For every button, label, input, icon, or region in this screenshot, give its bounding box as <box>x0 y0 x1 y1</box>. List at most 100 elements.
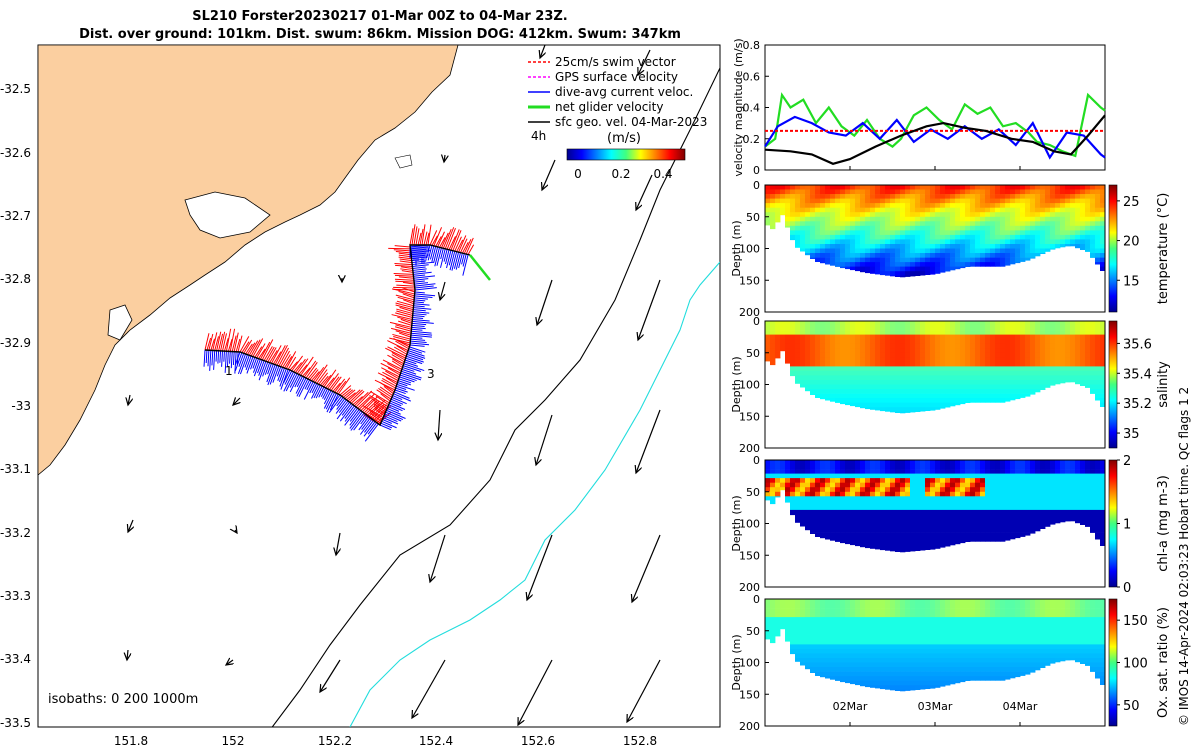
section-cell <box>940 482 946 488</box>
section-cell <box>885 546 891 551</box>
section-cell <box>820 244 826 249</box>
section-cell <box>810 523 816 529</box>
section-cell <box>925 546 931 550</box>
section-cell <box>1090 464 1096 470</box>
section-cell <box>830 478 836 483</box>
section-cell <box>1010 464 1016 470</box>
section-cell <box>795 380 801 384</box>
section-cell <box>925 519 931 524</box>
section-cell <box>905 257 911 263</box>
section-cell <box>1025 225 1031 231</box>
section-cell <box>1020 212 1026 218</box>
section-cell <box>1025 253 1031 258</box>
section-cell <box>850 253 856 258</box>
section-cell <box>820 509 826 515</box>
section-cell <box>950 487 956 493</box>
section-cell <box>1045 225 1051 231</box>
section-cell <box>880 334 886 340</box>
section-cell <box>1030 257 1036 259</box>
section-cell <box>1040 325 1046 331</box>
section-cell <box>820 248 826 254</box>
section-cell <box>885 621 891 627</box>
swim-vector <box>318 372 329 385</box>
section-cell <box>1080 216 1086 222</box>
section-cell <box>820 473 826 479</box>
section-cell <box>780 626 786 630</box>
section-cell <box>1010 248 1016 254</box>
section-cell <box>980 608 986 613</box>
section-cell <box>1025 487 1031 493</box>
section-cell <box>1060 216 1066 222</box>
legend-cbar-tick: 0.2 <box>611 167 630 181</box>
section-cell <box>800 482 806 488</box>
section-cell <box>860 639 866 645</box>
section-cell <box>890 348 896 354</box>
section-cell <box>850 230 856 236</box>
section-cell <box>825 537 831 540</box>
section-cell <box>835 505 841 511</box>
section-cell <box>855 248 861 254</box>
section-cell <box>805 464 811 470</box>
section-cell <box>1080 478 1086 483</box>
section-cell <box>970 496 976 502</box>
section-cell <box>765 599 771 604</box>
section-cell <box>770 473 776 479</box>
section-cell <box>845 603 851 609</box>
section-cell <box>1060 370 1066 376</box>
section-cell <box>880 398 886 403</box>
section-cell <box>810 244 816 249</box>
section-cell <box>890 257 896 263</box>
section-cell <box>895 644 901 650</box>
lat-tick: -33.2 <box>0 526 31 540</box>
section-cell <box>880 608 886 613</box>
section-cell <box>800 189 806 195</box>
section-cell <box>1095 325 1101 331</box>
section-cell <box>985 478 991 483</box>
section-cell <box>985 239 991 245</box>
section-cell <box>1000 221 1006 227</box>
section-cell <box>940 334 946 340</box>
section-cell <box>930 653 936 659</box>
section-cell <box>845 487 851 493</box>
section-cell <box>965 375 971 381</box>
section-cell <box>1065 334 1071 340</box>
current-vector <box>215 350 218 362</box>
section-cell <box>845 537 851 542</box>
section-cell <box>910 380 916 385</box>
section-cell <box>940 676 946 681</box>
section-cell <box>1035 384 1041 390</box>
section-cell <box>840 189 846 195</box>
section-cell <box>995 505 1001 511</box>
section-cell <box>950 239 956 245</box>
section-cell <box>835 361 841 367</box>
section-cell <box>845 482 851 488</box>
section-cell <box>945 464 951 470</box>
section-cell <box>920 546 926 551</box>
swim-vector <box>417 232 422 246</box>
current-vector <box>414 287 437 291</box>
section-cell <box>970 244 976 249</box>
section-cell <box>945 375 951 381</box>
section-cell <box>850 621 856 627</box>
section-cell <box>1010 389 1016 394</box>
section-cell <box>1085 339 1091 344</box>
section-cell <box>945 248 951 254</box>
section-cell <box>840 370 846 376</box>
section-cell <box>860 389 866 394</box>
section-cell <box>980 667 986 672</box>
section-cell <box>820 505 826 511</box>
section-cell <box>960 262 966 267</box>
section-cell <box>980 460 986 465</box>
swim-vector <box>347 389 361 402</box>
section-cell <box>845 343 851 349</box>
section-cell <box>825 491 831 497</box>
section-cell <box>1075 505 1081 511</box>
section-cell <box>905 352 911 358</box>
section-cell <box>885 384 891 390</box>
section-cell <box>870 234 876 240</box>
section-cell <box>1005 608 1011 613</box>
section-cell <box>1025 528 1031 533</box>
section-cell <box>1055 509 1061 515</box>
section-cell <box>1020 189 1026 195</box>
section-cell <box>810 248 816 254</box>
